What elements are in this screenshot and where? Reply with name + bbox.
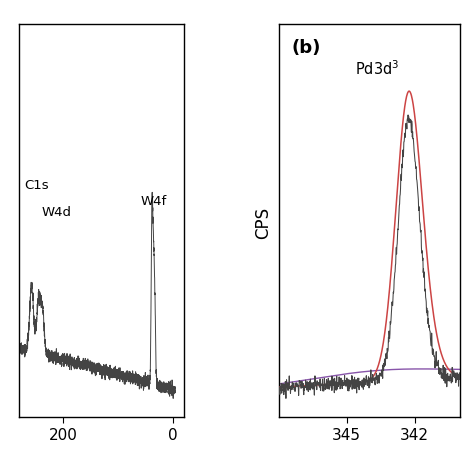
Text: CPS: CPS — [254, 207, 272, 239]
Text: C1s: C1s — [24, 179, 48, 192]
Text: (b): (b) — [292, 39, 321, 57]
Text: Pd3d$^{3}$: Pd3d$^{3}$ — [355, 59, 399, 78]
Text: W4f: W4f — [141, 195, 167, 208]
Text: W4d: W4d — [42, 207, 72, 219]
